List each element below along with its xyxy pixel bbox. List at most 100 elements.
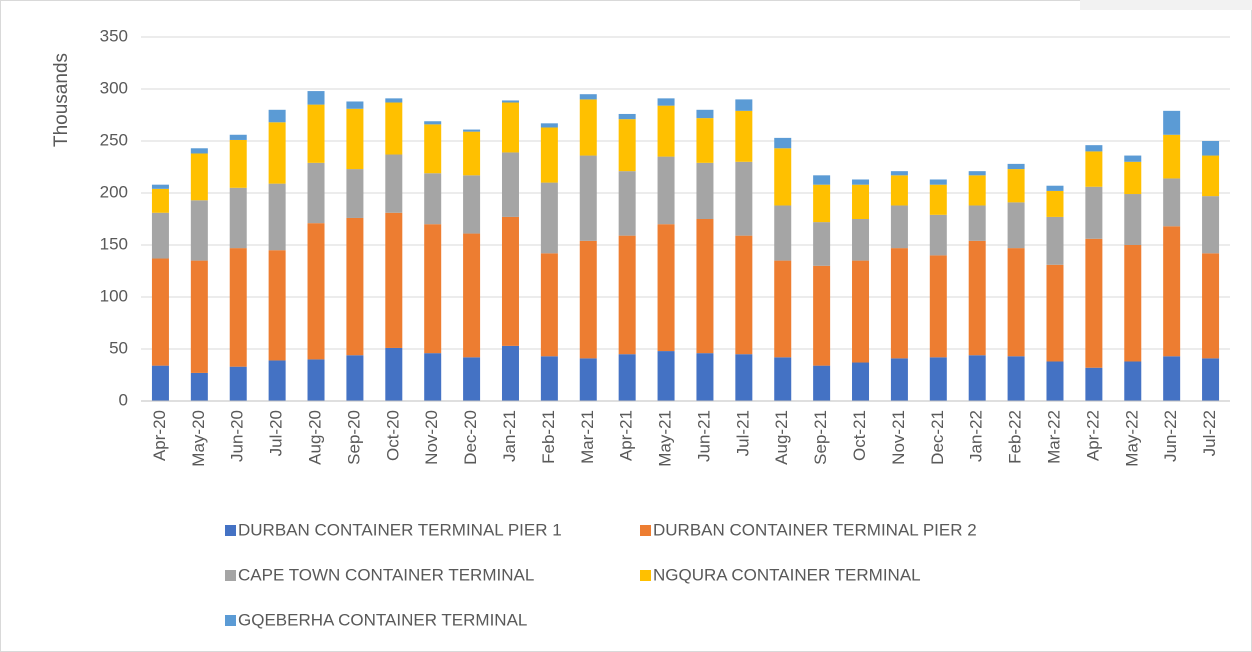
y-tick-label: 250 <box>100 130 128 149</box>
bar-segment <box>579 99 597 156</box>
bar-segment <box>385 154 403 213</box>
bar-segment <box>968 240 986 356</box>
x-tick-label: Dec-20 <box>461 410 480 465</box>
x-tick-label: Aug-21 <box>772 410 791 465</box>
bar-segment <box>735 161 753 236</box>
x-tick-label: Mar-22 <box>1044 410 1063 464</box>
bar-segment <box>618 171 636 236</box>
y-tick-label: 200 <box>100 182 128 201</box>
bar-segment <box>1163 178 1181 227</box>
bar-segment <box>190 148 208 154</box>
legend-label: CAPE TOWN CONTAINER TERMINAL <box>238 565 534 584</box>
bar-segment <box>618 354 636 401</box>
y-tick-label: 300 <box>100 78 128 97</box>
y-tick-label: 350 <box>100 26 128 45</box>
bar-segment <box>579 358 597 401</box>
x-tick-label: Feb-21 <box>539 410 558 464</box>
bar-segment <box>190 260 208 373</box>
bar-segment <box>151 184 169 189</box>
legend-label: GQEBERHA CONTAINER TERMINAL <box>238 610 527 629</box>
bar-segment <box>385 102 403 155</box>
x-tick-label: Jun-21 <box>694 410 713 462</box>
bar-segment <box>307 223 325 360</box>
bar-segment <box>696 118 714 163</box>
bar-segment <box>1163 226 1181 357</box>
bar-segment <box>890 358 908 401</box>
bar-segment <box>929 184 947 215</box>
bar-segment <box>890 171 908 176</box>
legend-swatch <box>640 570 651 581</box>
bar-segment <box>579 155 597 241</box>
bar-segment <box>929 255 947 358</box>
x-tick-label: Jan-21 <box>500 410 519 462</box>
bar-segment <box>540 253 558 357</box>
x-tick-label: Oct-20 <box>383 410 402 461</box>
bar-segment <box>1085 151 1103 187</box>
x-tick-label: Jul-22 <box>1200 410 1219 456</box>
x-tick-label: Jul-21 <box>733 410 752 456</box>
bar-segment <box>890 248 908 359</box>
bar-segment <box>657 351 675 401</box>
x-tick-label: May-21 <box>656 410 675 467</box>
bar-segment <box>346 217 364 356</box>
bar-segment <box>774 137 792 149</box>
bar-segment <box>852 362 870 401</box>
legend-swatch <box>225 525 236 536</box>
bar-segment <box>151 258 169 366</box>
bar-segment <box>1046 361 1064 401</box>
y-tick-label: 50 <box>109 338 128 357</box>
bar-segment <box>501 102 519 153</box>
bar-segment <box>579 240 597 359</box>
bar-segment <box>618 235 636 355</box>
bar-segment <box>307 104 325 163</box>
bar-segment <box>813 184 831 223</box>
bar-segment <box>813 175 831 185</box>
bar-segment <box>852 260 870 363</box>
bar-segment <box>229 134 247 140</box>
bar-segment <box>696 353 714 401</box>
x-tick-label: Jan-22 <box>967 410 986 462</box>
bar-segment <box>190 200 208 261</box>
bar-segment <box>1085 367 1103 401</box>
bar-segment <box>346 355 364 401</box>
bar-segment <box>268 109 286 123</box>
bar-segment <box>501 216 519 346</box>
y-tick-label: 100 <box>100 286 128 305</box>
x-tick-label: Nov-20 <box>422 410 441 465</box>
bar-segment <box>268 250 286 361</box>
bar-segment <box>1007 356 1025 401</box>
bar-segment <box>540 182 558 254</box>
bar-segment <box>1124 245 1142 362</box>
bar-segment <box>501 345 519 401</box>
bar-segment <box>229 139 247 188</box>
x-tick-label: May-22 <box>1122 410 1141 467</box>
bar-segment <box>1007 169 1025 203</box>
bar-segment <box>463 357 481 401</box>
x-tick-label: May-20 <box>189 410 208 467</box>
legend-label: DURBAN CONTAINER TERMINAL PIER 2 <box>653 520 977 539</box>
bar-segment <box>813 222 831 266</box>
bar-segment <box>657 224 675 352</box>
bar-segment <box>190 153 208 201</box>
bar-segment <box>929 357 947 401</box>
bar-segment <box>463 129 481 132</box>
x-tick-label: Mar-21 <box>578 410 597 464</box>
bar-segment <box>268 122 286 184</box>
bar-segment <box>696 162 714 219</box>
bar-segment <box>385 98 403 103</box>
bar-segment <box>307 162 325 224</box>
legend-swatch <box>225 570 236 581</box>
bar-segment <box>540 127 558 183</box>
bar-segment <box>346 108 364 170</box>
bar-segment <box>657 105 675 157</box>
bar-segment <box>463 233 481 358</box>
bar-segment <box>1085 186 1103 239</box>
x-tick-label: Apr-22 <box>1083 410 1102 461</box>
bar-segment <box>1124 361 1142 401</box>
x-tick-label: Oct-21 <box>850 410 869 461</box>
bar-segment <box>1202 141 1220 156</box>
bar-segment <box>229 187 247 249</box>
bar-segment <box>268 360 286 401</box>
x-tick-label: Aug-20 <box>306 410 325 465</box>
